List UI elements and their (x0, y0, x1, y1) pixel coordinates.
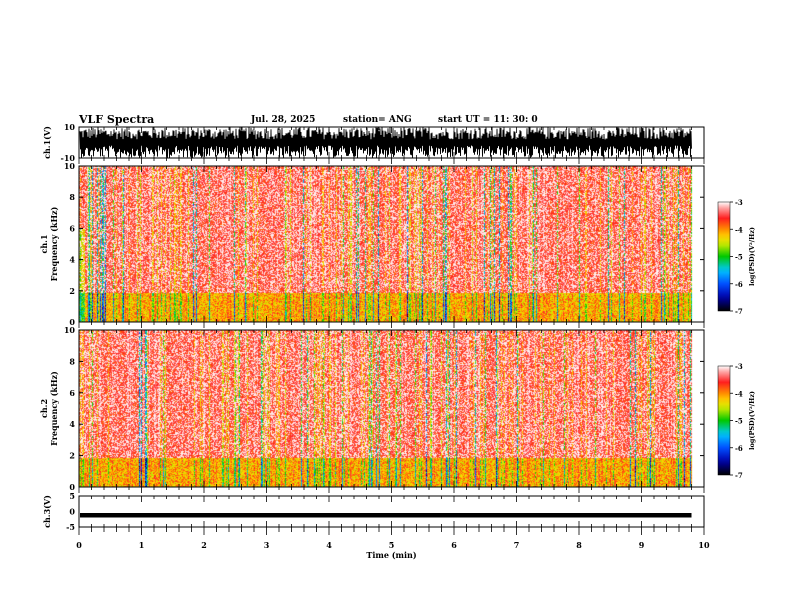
ch1-colorbar-tick-label: -4 (735, 225, 743, 234)
chart-title: VLF Spectra (79, 113, 155, 126)
ch2-colorbar-tick-label: -5 (735, 417, 743, 426)
ch2-colorbar (717, 365, 731, 476)
ch1-ytick-label: 6 (69, 223, 75, 233)
ch1-colorbar-tick-label: -6 (735, 280, 743, 289)
panel4-xticks (78, 496, 705, 535)
x-tick-label: 9 (639, 540, 645, 550)
x-tick-label: 7 (514, 540, 520, 550)
ch2-colorbar-tick-label: -4 (735, 389, 743, 398)
ch3-ytick-label: -5 (66, 522, 75, 532)
ch1-spectrogram-image (79, 166, 704, 322)
x-tick-label: 1 (139, 540, 145, 550)
ch3-ylabel: ch.3(V) (42, 495, 52, 528)
ch1-ytick-label: 0 (69, 317, 75, 327)
ch2-ytick-label: 2 (69, 451, 75, 461)
panel3-xticks (78, 330, 705, 493)
x-tick-label: 5 (389, 540, 395, 550)
x-tick-label: 4 (326, 540, 332, 550)
ch2-ytick-label: 4 (69, 419, 75, 429)
ch2-spectrogram-panel: 0 2 4 6 8 10 ch.2 Frequency (kHz) -3 -4 -5 -6 -7 log(… (39, 325, 756, 492)
start-time-label: start UT = 11: 30: 0 (438, 115, 538, 125)
ch1-ytick-label: 2 (69, 286, 75, 296)
ch2-colorbar-tick-label: -7 (735, 471, 743, 480)
ch1-colorbar-tick-label: -5 (735, 253, 743, 262)
ch2-ytick-label: 0 (69, 482, 75, 492)
ch1-ytick-label: 8 (69, 192, 75, 202)
ch1-ylabel: ch.1(V) (42, 126, 52, 159)
ch1-ytick-label: 10 (64, 161, 76, 171)
x-tick-label: 6 (451, 540, 457, 550)
ch2-ytick-label: 6 (69, 388, 75, 398)
x-tick-label: 3 (264, 540, 270, 550)
ch2-colorbar-tick-label: -6 (735, 444, 743, 453)
ch3-ytick-label: 0 (69, 507, 75, 517)
x-tick-label: 8 (576, 540, 582, 550)
ch2-frequency-label: Frequency (kHz) (49, 371, 59, 446)
ch3-ytick-label: 5 (69, 491, 75, 501)
ch1-waveform-line (79, 127, 692, 159)
ch2-spectrogram-image (79, 330, 704, 487)
panel2-xticks (78, 166, 705, 328)
ch2-colorbar-tick-label: -3 (735, 362, 743, 371)
x-tick-label: 10 (698, 540, 710, 550)
panel1-xticks (78, 127, 705, 164)
x-tick-label: 0 (76, 540, 82, 550)
ch1-colorbar (717, 201, 731, 312)
ch1-colorbar-tick-label: -7 (735, 307, 743, 316)
ch2-ytick-label: 10 (64, 325, 76, 335)
ch1-frequency-label: Frequency (kHz) (49, 206, 59, 281)
ch2-channel-label: ch.2 (39, 399, 49, 418)
ch1-channel-label: ch.1 (39, 234, 49, 253)
ch1-spectrogram-panel: 0 2 4 6 8 10 ch.1 Frequency (kHz) -3 -4 -5 -6 -7 log(… (39, 161, 756, 327)
ch1-ytick-label: 10 (64, 122, 76, 132)
ch1-colorbar-tick-label: -3 (735, 198, 743, 207)
ch2-colorbar-label: log(PSD)(V²/Hz) (748, 391, 756, 450)
x-tick-label: 2 (201, 540, 207, 550)
station-label: station= ANG (343, 115, 412, 125)
x-axis-label: Time (min) (366, 550, 416, 560)
ch2-ytick-label: 8 (69, 356, 75, 366)
ch1-ytick-label: -10 (61, 153, 76, 163)
ch1-ytick-label: 4 (69, 255, 75, 265)
ch1-colorbar-label: log(PSD)(V²/Hz) (748, 227, 756, 286)
date-label: Jul. 28, 2025 (251, 115, 316, 125)
